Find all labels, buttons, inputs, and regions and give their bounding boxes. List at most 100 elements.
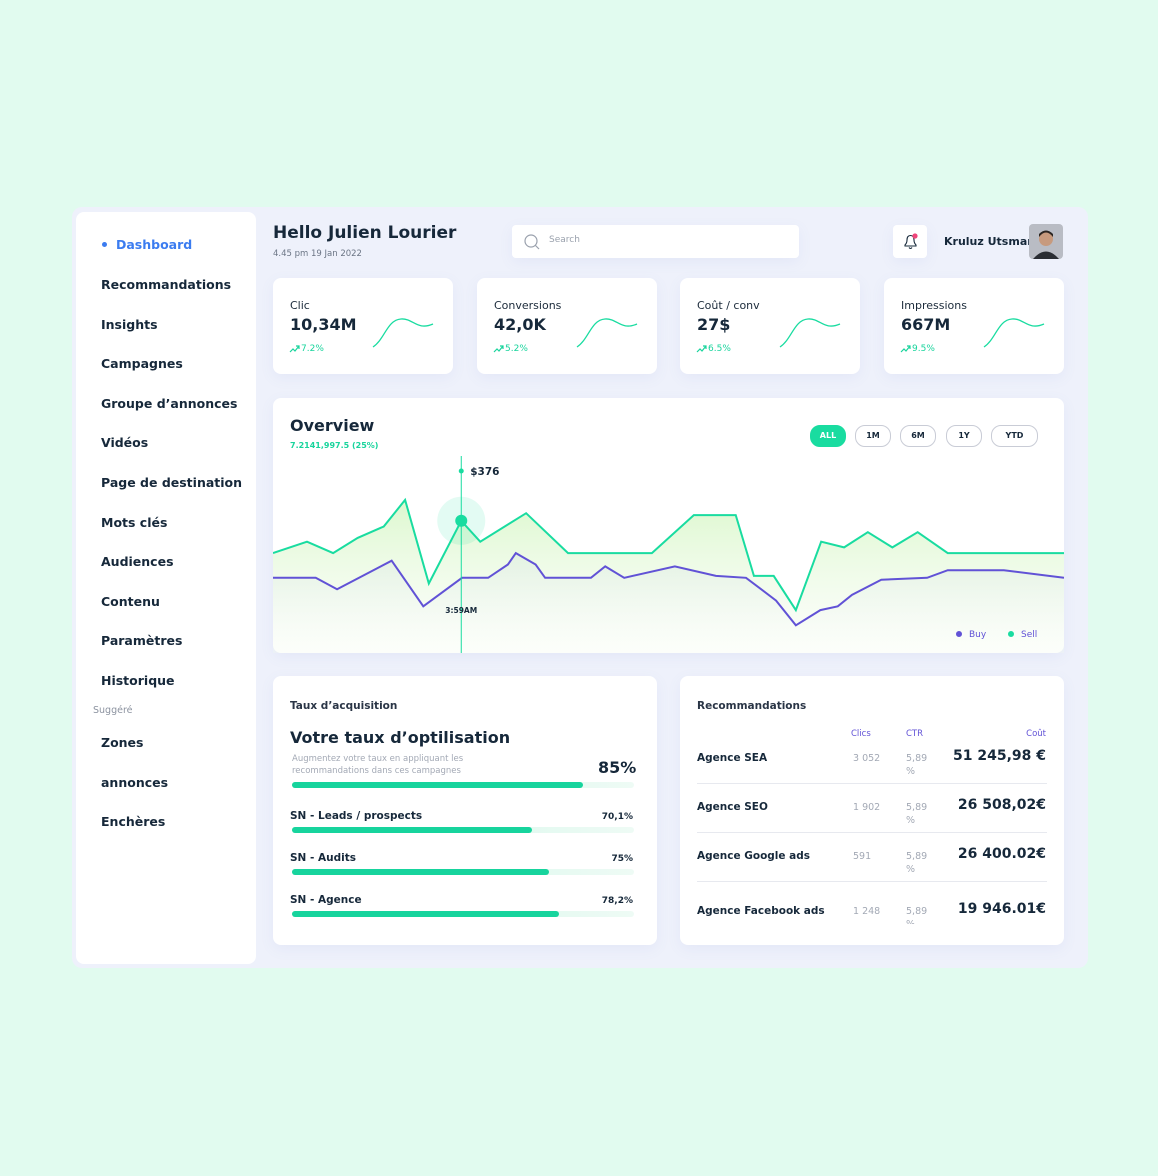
line	[273, 497, 1064, 613]
kpi-label: Conversions	[494, 299, 562, 312]
clicks: 1 248	[853, 906, 881, 917]
ctr: 5,89 %	[906, 906, 928, 924]
clicks: 591	[853, 851, 872, 862]
description: Augmentez votre taux en appliquant les r…	[292, 754, 464, 776]
tooltip-point	[455, 514, 468, 527]
heading: Votre taux d’optilisation	[290, 728, 511, 747]
cost: 26 508,02€	[957, 797, 1046, 813]
clicks: 1 902	[853, 802, 881, 813]
item-label: 75%	[611, 854, 633, 864]
overview-chart: Buy Sell $376 3:59AM	[273, 456, 1064, 653]
sidebar: Dashboard Recommandations Insights Campagn…	[76, 212, 256, 964]
line	[273, 551, 1064, 627]
nav-item[interactable]: Vidéos	[101, 435, 149, 451]
progress-track	[292, 782, 634, 788]
recommendations-card	[680, 676, 1064, 945]
range-button[interactable]: 1M	[855, 425, 891, 447]
sparkline	[372, 318, 434, 348]
column-header: CTR	[906, 729, 924, 739]
progress-bar	[292, 782, 583, 788]
nav-item[interactable]: Dashboard	[116, 237, 193, 252]
column-header: Coût	[1026, 729, 1046, 739]
kpi-label: Impressions	[901, 299, 967, 312]
card-title: Recommandations	[697, 700, 807, 712]
search-placeholder: Search	[549, 235, 580, 245]
nav-item[interactable]: Contenu	[101, 593, 160, 609]
range-button[interactable]: 1Y	[946, 425, 982, 447]
nav-item[interactable]: Zones	[101, 735, 144, 750]
kpi-card: Conversions 42,0K 5.2%	[477, 278, 657, 374]
nav-item[interactable]: Enchères	[101, 814, 166, 830]
tooltip-dot	[458, 468, 464, 474]
nav-item[interactable]: Campagnes	[101, 356, 183, 372]
nav-item[interactable]: annonces	[101, 774, 169, 790]
tooltip-time: 3:59AM	[445, 606, 477, 615]
cost: 26 400.02€	[957, 846, 1046, 862]
avatar[interactable]	[1029, 224, 1063, 259]
trend-icon	[289, 345, 300, 353]
kpi-value: 27$	[697, 315, 731, 334]
active-dot	[102, 242, 107, 247]
card-title: Taux d’acquisition	[290, 700, 398, 712]
kpi-card: Coût / conv 27$ 6.5%	[680, 278, 860, 374]
nav-item[interactable]: Historique	[101, 673, 175, 688]
column-header: Clics	[851, 729, 871, 739]
trend-icon	[696, 345, 707, 353]
kpi-value: 42,0K	[494, 315, 546, 334]
kpi-label: Clic	[290, 299, 310, 312]
nav-item[interactable]: Paramètres	[101, 633, 183, 649]
nav-item[interactable]: Recommandations	[101, 277, 232, 292]
legend-dot	[1008, 631, 1014, 637]
acquisition-card	[273, 676, 657, 945]
sparkline	[576, 318, 638, 348]
user-name: Kruluz Utsman	[944, 235, 1036, 248]
kpi-value: 667M	[901, 315, 951, 334]
row-name: Agence SEO	[697, 801, 768, 813]
clicks: 3 052	[853, 753, 881, 764]
tooltip-value: $376	[470, 466, 499, 478]
range-button[interactable]: YTD	[991, 425, 1038, 447]
rate-label: 85%	[598, 758, 637, 777]
progress-bar	[292, 827, 532, 833]
range-button[interactable]: 6M	[900, 425, 936, 447]
nav-item[interactable]: Mots clés	[101, 514, 168, 530]
item-name: SN - Agence	[290, 894, 362, 906]
sparkline	[983, 318, 1045, 348]
search-box[interactable]: Search	[512, 225, 799, 258]
kpi-change: 7.2%	[301, 344, 324, 354]
sparkline	[779, 318, 841, 348]
area	[273, 499, 1064, 653]
item-label: 70,1%	[601, 812, 633, 822]
kpi-card: Impressions 667M 9.5%	[884, 278, 1064, 374]
chart-title: Overview	[290, 416, 375, 435]
range-button[interactable]: ALL	[810, 425, 846, 447]
item-label: 78,2%	[601, 896, 633, 906]
table-row: Agence SEA 3 052 5,89 % 51 245,98 €	[697, 742, 1047, 784]
chart-subtitle: 7.2141,997.5 (25%)	[290, 441, 379, 450]
notification-button[interactable]	[893, 225, 927, 258]
date: 4.45 pm 19 Jan 2022	[273, 249, 362, 259]
ctr: 5,89 %	[906, 753, 928, 777]
trend-icon	[900, 345, 911, 353]
cost: 51 245,98 €	[953, 748, 1046, 764]
progress-track	[292, 869, 634, 875]
ctr: 5,89 %	[906, 802, 928, 826]
item-name: SN - Leads / prospects	[290, 810, 423, 822]
nav-item[interactable]: Insights	[101, 316, 158, 332]
nav-item[interactable]: Page de destination	[101, 475, 243, 490]
kpi-change: 6.5%	[708, 344, 731, 354]
ctr: 5,89 %	[906, 851, 928, 875]
table-row: Agence SEO 1 902 5,89 % 26 508,02€	[697, 791, 1047, 833]
row-name: Agence Facebook ads	[697, 905, 825, 917]
progress-track	[292, 827, 634, 833]
cost: 19 946.01€	[957, 901, 1046, 917]
bell-icon	[904, 233, 918, 250]
row-name: Agence SEA	[697, 752, 768, 764]
trend-icon	[493, 345, 504, 353]
nav-item[interactable]: Groupe d’annonces	[101, 395, 238, 411]
progress-bar	[292, 869, 549, 875]
table-row: Agence Facebook ads 1 248 5,89 % 19 946.01€	[697, 889, 1047, 924]
nav-item[interactable]: Audiences	[101, 554, 174, 570]
row-name: Agence Google ads	[697, 850, 811, 862]
